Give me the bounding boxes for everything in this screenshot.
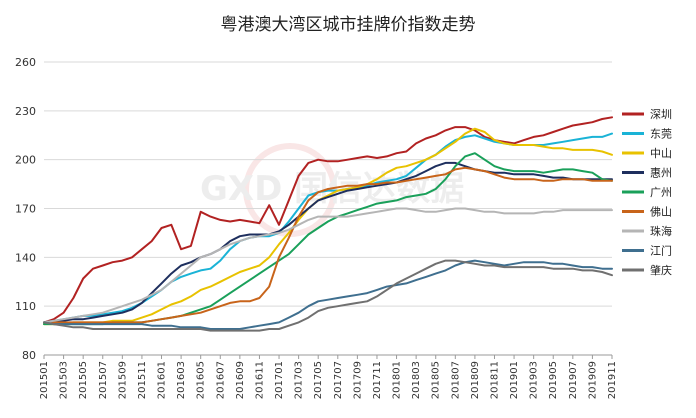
x-tick-label: 201507 — [98, 361, 109, 399]
x-tick-label: 201505 — [78, 361, 89, 399]
y-tick-label: 140 — [15, 251, 36, 264]
x-tick-label: 201807 — [450, 361, 461, 399]
legend-label: 深圳 — [650, 108, 672, 121]
y-tick-label: 170 — [15, 203, 36, 216]
x-tick-label: 201909 — [587, 361, 598, 399]
y-tick-label: 80 — [22, 349, 36, 362]
series-line — [43, 259, 613, 330]
series-line — [43, 259, 613, 332]
legend-label: 珠海 — [650, 224, 672, 238]
series-line — [43, 166, 613, 324]
legend-label: 江门 — [650, 244, 672, 258]
x-tick-label: 201703 — [294, 361, 305, 399]
x-tick-label: 201607 — [215, 361, 226, 399]
chart-title-group: 粤港澳大湾区城市挂牌价指数走势 — [221, 15, 476, 35]
x-tick-label: 201501 — [39, 361, 50, 399]
y-tick-label: 230 — [15, 105, 36, 118]
series-line — [43, 207, 613, 324]
x-tick-label: 201911 — [607, 361, 618, 399]
legend-label: 广州 — [650, 186, 672, 199]
y-tick-label: 110 — [15, 300, 36, 313]
legend-label: 东莞 — [650, 128, 672, 141]
legend-label: 惠州 — [650, 166, 672, 180]
x-tick-label: 201707 — [333, 361, 344, 399]
series-line — [43, 116, 613, 324]
x-tick-label: 201711 — [372, 361, 383, 399]
y-tick-label: 200 — [15, 154, 36, 167]
x-tick-label: 201803 — [411, 361, 422, 399]
y-tick-label: 260 — [15, 56, 36, 69]
y-axis-tick-labels: 80 110 140 170 200 230 260 — [15, 56, 36, 362]
x-tick-label: 201701 — [274, 361, 285, 399]
x-tick-label: 201601 — [157, 361, 168, 399]
x-tick-label: 201603 — [176, 361, 187, 399]
x-tick-label: 201905 — [548, 361, 559, 399]
x-tick-label: 201805 — [431, 361, 442, 399]
series-line — [43, 161, 613, 324]
legend-label: 中山 — [650, 147, 672, 160]
x-tick-label: 201605 — [196, 361, 207, 399]
series-line — [43, 127, 613, 326]
x-tick-label: 201709 — [352, 361, 363, 399]
x-tick-label: 201611 — [254, 361, 265, 399]
x-tick-label: 201801 — [392, 361, 403, 399]
x-tick-label: 201511 — [137, 361, 148, 399]
x-tick-label: 201609 — [235, 361, 246, 399]
x-tick-label: 201901 — [509, 361, 520, 399]
legend-label: 肇庆 — [650, 263, 672, 277]
x-tick-label: 201503 — [59, 361, 70, 399]
x-tick-label: 201811 — [489, 361, 500, 399]
x-tick-label: 201809 — [470, 361, 481, 399]
x-tick-label: 201907 — [568, 361, 579, 399]
x-tick-label: 201509 — [117, 361, 128, 399]
series-lines — [43, 116, 613, 332]
chart-title: 粤港澳大湾区城市挂牌价指数走势 — [221, 15, 476, 35]
x-tick-label: 201903 — [529, 361, 540, 399]
x-axis: 201501 201503 201505 201507 201509 201511 2016… — [39, 354, 618, 399]
x-tick-label: 201705 — [313, 361, 324, 399]
legend-label: 佛山 — [650, 206, 672, 219]
